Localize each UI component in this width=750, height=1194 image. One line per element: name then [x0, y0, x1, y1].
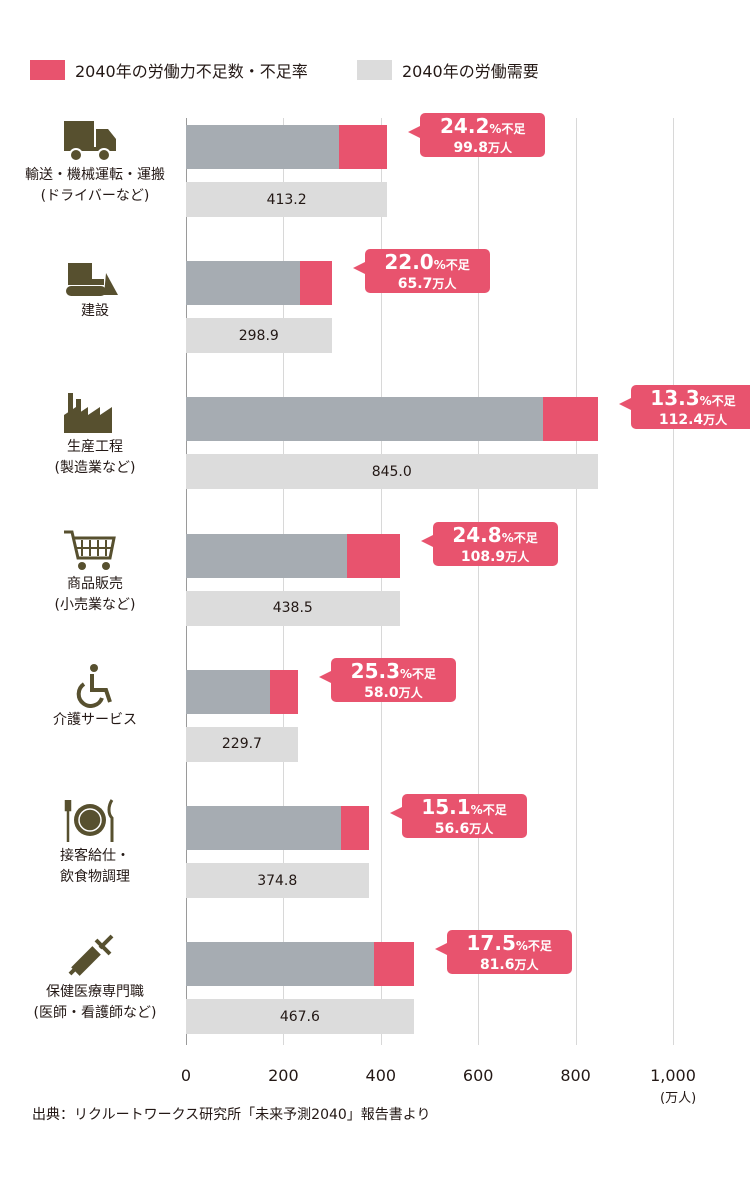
- gridline: [478, 118, 480, 1045]
- shortage-count-label: 81.6万人: [479, 957, 539, 974]
- shortage-rate-label: 13.3%不足: [650, 386, 736, 411]
- demand-value-label: 229.7: [221, 736, 262, 753]
- shortage-bar: [269, 669, 298, 714]
- legend-swatch-demand: [357, 60, 392, 80]
- demand-bar: 374.8: [186, 863, 369, 898]
- truck-icon: [60, 117, 120, 163]
- category-label-line: (製造業など): [54, 460, 136, 477]
- shortage-rate-label: 24.2%不足: [440, 114, 526, 138]
- gridline: [673, 118, 674, 1045]
- demand-value-label: 298.9: [238, 327, 279, 344]
- shortage-count-label: 112.4万人: [658, 412, 728, 429]
- category-label-line: 飲食物調理: [60, 869, 130, 885]
- gridline: [186, 118, 187, 1045]
- category-label-line: 接客給仕・: [60, 848, 130, 864]
- shortage-rate-label: 24.8%不足: [452, 522, 538, 547]
- shortage-bar: [542, 397, 598, 442]
- legend-label-shortage: 2040年の労働力不足数・不足率: [75, 62, 308, 81]
- source-note: 出典：リクルートワークス研究所「未来予測2040」報告書より: [32, 1107, 431, 1123]
- shortage-callout: 24.2%不足 99.8万人: [408, 113, 546, 157]
- category-label: 保健医療専門職 (医師・看護師など): [0, 982, 190, 1024]
- category-label-line: (小売業など): [54, 596, 136, 613]
- shortage-callout: 17.5%不足 81.6万人: [434, 930, 572, 975]
- legend-label-demand: 2040年の労働需要: [402, 62, 539, 81]
- supply-bar: [186, 669, 270, 714]
- x-tick-label: 600: [462, 1066, 494, 1085]
- gridline: [283, 118, 285, 1045]
- shortage-bar: [338, 125, 388, 169]
- shortage-bar: [340, 806, 369, 850]
- shortage-count-label: 65.7万人: [397, 276, 457, 293]
- shortage-callout: 25.3%不足 58.0万人: [318, 657, 456, 702]
- legend-swatch-shortage: [30, 60, 65, 80]
- shortage-count-label: 58.0万人: [364, 684, 423, 701]
- demand-bar: 298.9: [186, 318, 332, 354]
- shortage-count-label: 56.6万人: [434, 821, 494, 837]
- demand-value-label: 438.5: [272, 600, 313, 617]
- plate-cutlery-icon: [60, 798, 120, 844]
- demand-value-label: 845.0: [371, 463, 412, 480]
- category-label-line: 生産工程: [67, 439, 123, 456]
- gridline: [380, 118, 382, 1045]
- syringe-icon: [60, 934, 120, 980]
- shortage-callout: 24.8%不足 108.9万人: [420, 521, 558, 566]
- x-tick-label: 1,000: [650, 1066, 696, 1085]
- category-label-line: 商品販売: [67, 575, 123, 592]
- x-axis-unit: (万人): [660, 1091, 697, 1106]
- x-tick-label: 0: [180, 1066, 192, 1085]
- category-label-line: 介護サービス: [53, 711, 137, 728]
- demand-value-label: 413.2: [266, 191, 307, 208]
- category-label: 商品販売 (小売業など): [0, 574, 190, 616]
- demand-bar: 845.0: [186, 454, 598, 490]
- demand-value-label: 467.6: [279, 1008, 320, 1025]
- category-label-line: 輸送・機械運転・運搬: [25, 167, 165, 183]
- category-label: 生産工程 (製造業など): [0, 437, 190, 479]
- x-tick-label: 200: [268, 1066, 299, 1085]
- gridline: [575, 118, 577, 1045]
- demand-bar: 438.5: [186, 590, 400, 626]
- demand-bar: 467.6: [186, 999, 414, 1035]
- shortage-callout: 13.3%不足 112.4万人: [618, 385, 750, 430]
- category-label-line: 建設: [81, 303, 109, 320]
- bulldozer-icon: [60, 253, 120, 299]
- shortage-callout: 15.1%不足 56.6万人: [389, 794, 527, 838]
- shortage-bar: [299, 261, 332, 306]
- category-label-line: (ドライバーなど): [40, 188, 150, 204]
- shortage-rate-label: 17.5%不足: [466, 931, 552, 956]
- legend-shortage: 2040年の労働力不足数・不足率: [30, 58, 308, 82]
- x-tick-label: 400: [365, 1066, 397, 1085]
- shortage-callout: 22.0%不足 65.7万人: [352, 249, 490, 294]
- shortage-count-label: 99.8万人: [453, 140, 512, 156]
- shortage-rate-label: 25.3%不足: [350, 658, 437, 683]
- x-tick-label: 800: [560, 1066, 591, 1085]
- factory-icon: [60, 389, 120, 435]
- category-label: 輸送・機械運転・運搬 (ドライバーなど): [0, 165, 190, 207]
- legend-demand: 2040年の労働需要: [357, 58, 539, 82]
- shortage-rate-label: 15.1%不足: [421, 795, 507, 819]
- shortage-count-label: 108.9万人: [460, 548, 530, 565]
- supply-bar: [186, 261, 300, 306]
- shortage-bar: [346, 533, 400, 578]
- category-label: 介護サービス: [0, 710, 190, 731]
- category-label: 接客給仕・飲食物調理: [0, 846, 190, 888]
- category-label: 建設: [0, 301, 190, 322]
- demand-bar: 229.7: [186, 726, 298, 762]
- category-label-line: (医師・看護師など): [33, 1005, 157, 1022]
- shortage-rate-label: 22.0%不足: [384, 250, 470, 275]
- shortage-bar: [373, 942, 414, 987]
- demand-bar: 413.2: [186, 182, 388, 217]
- shopping-cart-icon: [60, 526, 120, 572]
- supply-bar: [186, 125, 339, 169]
- demand-value-label: 374.8: [257, 872, 298, 889]
- supply-bar: [186, 397, 543, 442]
- supply-bar: [186, 533, 347, 578]
- wheelchair-icon: [60, 662, 120, 708]
- category-label-line: 保健医療専門職: [46, 984, 144, 1001]
- supply-bar: [186, 942, 374, 987]
- supply-bar: [186, 806, 341, 850]
